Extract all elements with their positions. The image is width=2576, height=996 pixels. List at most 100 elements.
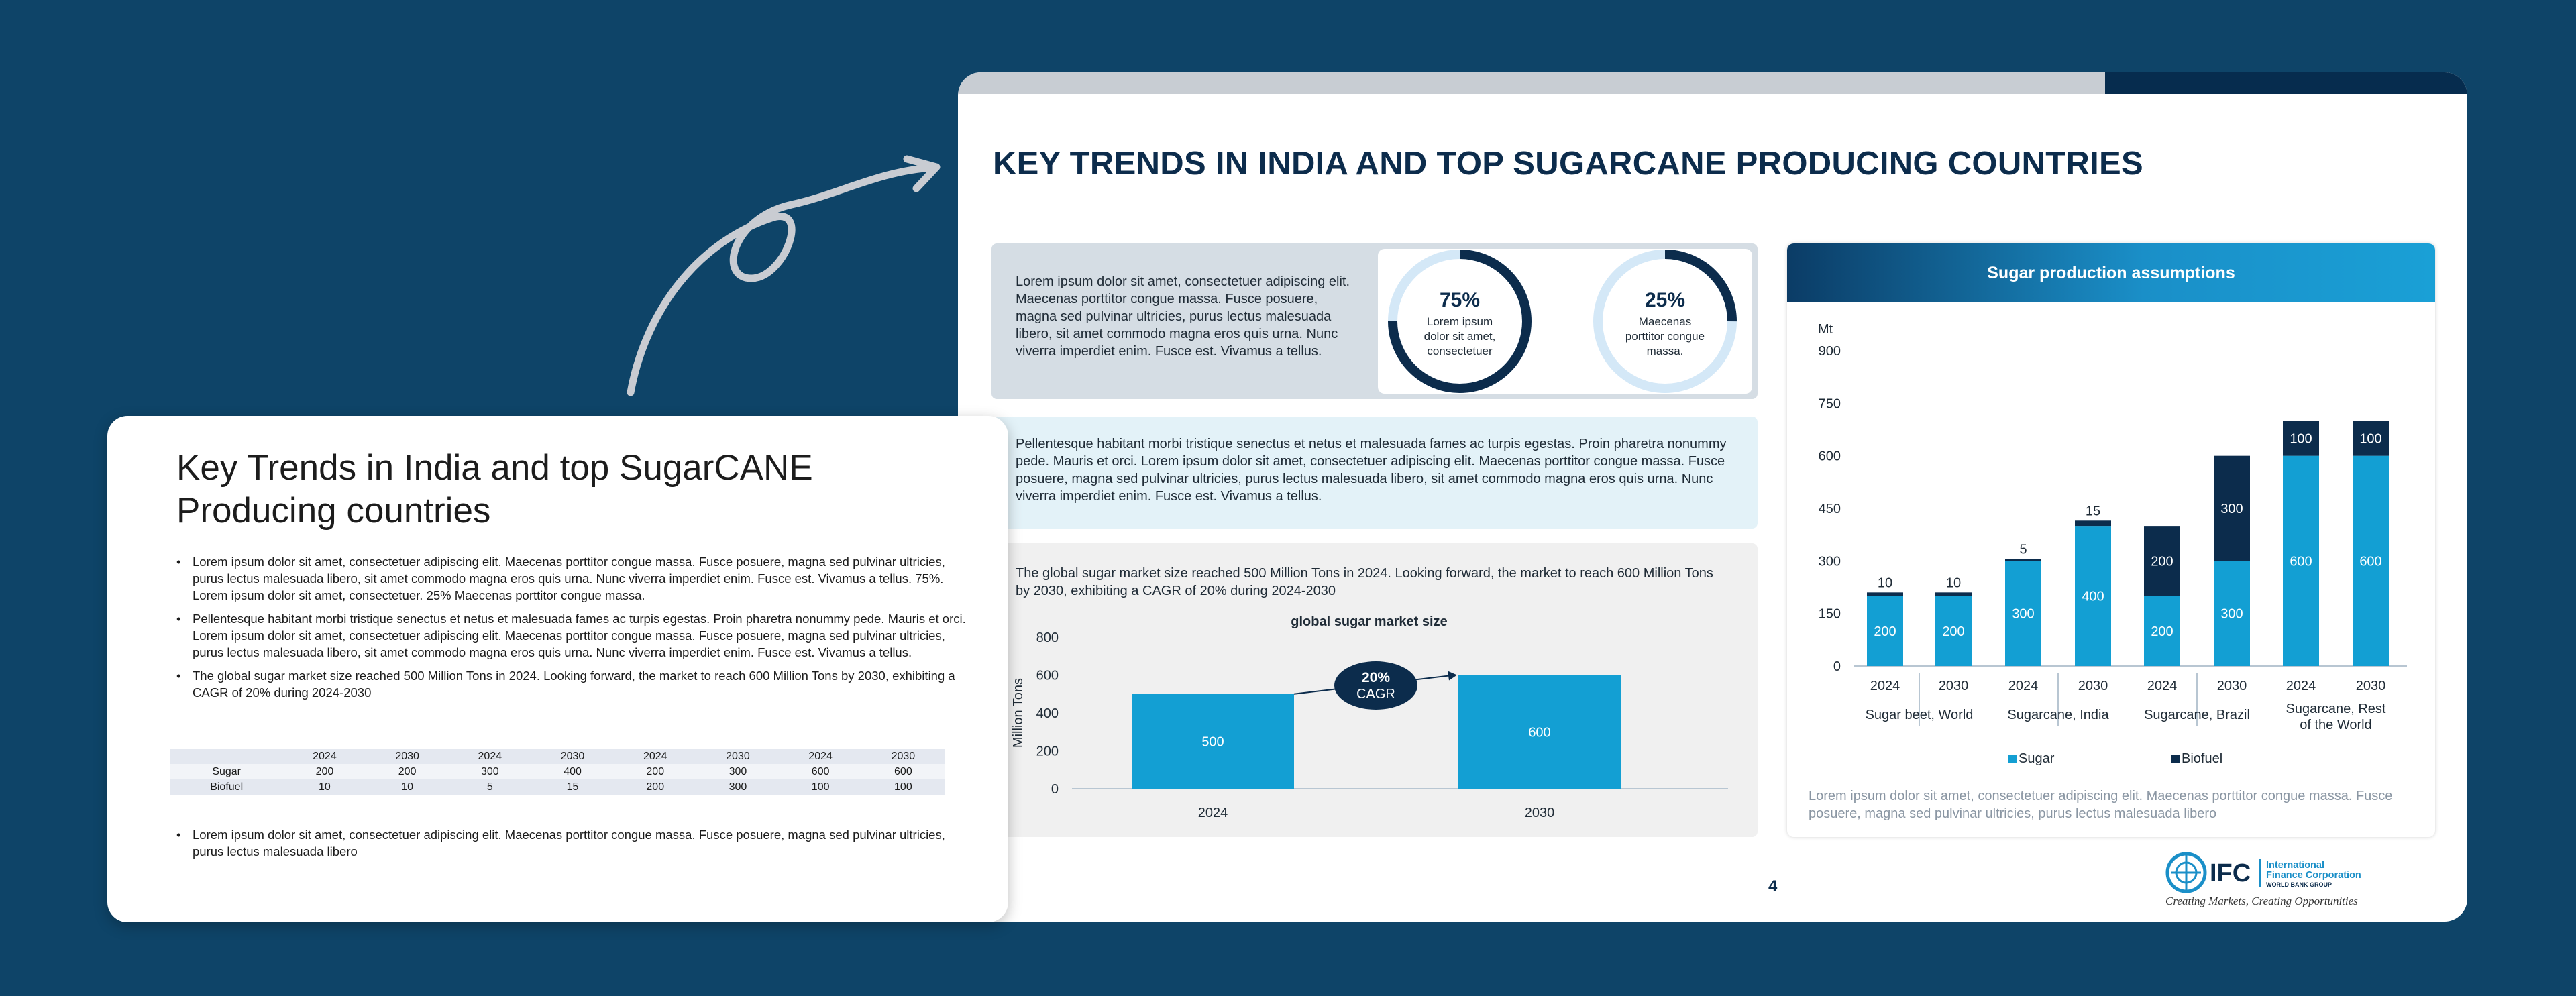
x-tick-label: 2024 [2008, 679, 2039, 694]
legend-swatch-sugar [2008, 755, 2017, 763]
donut-chart-2: 25% Maecenas porttitor congue massa. [1591, 247, 1739, 395]
biofuel-value-label: 15 [2086, 504, 2100, 518]
bullet-item: Lorem ipsum dolor sit amet, consectetuer… [176, 826, 968, 860]
table-row: 2024 2030 2024 2030 2024 2030 2024 2030 [170, 749, 945, 764]
donut-ring-2 [1593, 250, 1737, 393]
table-row: Biofuel 10 10 5 15 200 300 100 100 [170, 779, 945, 795]
x-tick-label: 2024 [1198, 806, 1228, 820]
before-bullet-list-2: Lorem ipsum dolor sit amet, consectetuer… [176, 826, 968, 867]
ifc-logo-mark: IFC International Finance Corporation WO… [2165, 852, 2361, 893]
group-label: Sugarcane, India [2007, 708, 2109, 722]
after-slide: KEY TRENDS IN INDIA AND TOP SUGARCANE PR… [958, 72, 2467, 922]
y-tick-label: 300 [1819, 554, 1841, 569]
table-cell: 200 [614, 764, 697, 779]
table-cell: 2024 [448, 749, 531, 764]
detail-card: Pellentesque habitant morbi tristique se… [991, 417, 1758, 529]
biofuel-value-label: 10 [1946, 575, 1961, 590]
chart-title: global sugar market size [1291, 614, 1447, 629]
production-note: Lorem ipsum dolor sit amet, consectetuer… [1809, 789, 2393, 821]
bar [1132, 694, 1294, 789]
y-tick-label: 800 [1036, 630, 1059, 645]
table-cell: 300 [696, 764, 780, 779]
y-tick-label: 0 [1833, 659, 1841, 674]
before-bullet-list: Lorem ipsum dolor sit amet, consectetuer… [176, 553, 968, 708]
market-card: The global sugar market size reached 500… [991, 543, 1758, 837]
group-label: Sugar beet, World [1866, 708, 1974, 722]
y-tick-label: 750 [1819, 396, 1841, 411]
x-tick-label: 2030 [1939, 679, 1969, 694]
y-axis-label: Million Tons [1011, 678, 1026, 748]
bar-sugar [2214, 561, 2250, 666]
table-cell: 5 [448, 779, 531, 795]
data-table: 2024 2030 2024 2030 2024 2030 2024 2030 Sugar 200… [170, 749, 945, 795]
y-tick-label: 450 [1819, 502, 1841, 516]
biofuel-value-label: 300 [2220, 502, 2243, 516]
table-cell: Biofuel [170, 779, 284, 795]
y-tick-label: 0 [1051, 782, 1059, 797]
bar-biofuel [2005, 559, 2041, 561]
sugar-value-label: 200 [1942, 624, 1964, 639]
table-cell: 2030 [366, 749, 449, 764]
group-label: Sugarcane, Brazil [2144, 708, 2250, 722]
biofuel-value-label: 100 [2359, 432, 2381, 447]
sugar-value-label: 300 [2012, 607, 2034, 622]
ifc-logo: IFC International Finance Corporation WO… [2165, 850, 2407, 911]
x-tick-label: 2024 [1870, 679, 1900, 694]
table-cell: 100 [779, 779, 862, 795]
x-tick-label: 2030 [2217, 679, 2247, 694]
bar-biofuel [2283, 421, 2319, 456]
table-cell: 300 [696, 779, 780, 795]
donut-chart-1: 75% Lorem ipsum dolor sit amet, consecte… [1386, 247, 1534, 395]
bar-sugar [1867, 596, 1903, 666]
market-text: The global sugar market size reached 500… [1016, 566, 1713, 598]
biofuel-value-label: 200 [2151, 554, 2173, 569]
sugar-value-label: 400 [2082, 590, 2104, 604]
donut-card: 75% Lorem ipsum dolor sit amet, consecte… [1378, 249, 1752, 394]
table-cell: 2024 [614, 749, 697, 764]
curved-arrow-icon [627, 155, 941, 396]
table-cell [170, 749, 284, 764]
table-cell: 15 [531, 779, 614, 795]
bar-sugar [1935, 596, 1972, 666]
y-tick-label: 200 [1036, 744, 1059, 759]
cagr-value: 20% [1362, 670, 1390, 685]
intro-text: Lorem ipsum dolor sit amet, consectetuer… [1016, 274, 1350, 359]
cagr-badge [1334, 661, 1417, 710]
table-cell: 2030 [861, 749, 945, 764]
bullet-item: The global sugar market size reached 500… [176, 667, 968, 701]
x-tick-label: 2024 [2286, 679, 2316, 694]
bar-value-label: 600 [1528, 725, 1550, 740]
market-size-chart: global sugar market size 0 200 400 600 800 Mil… [1011, 614, 1728, 820]
table-row: Sugar 200 200 300 400 200 300 600 600 [170, 764, 945, 779]
slide-title: KEY TRENDS IN INDIA AND TOP SUGARCANE PR… [993, 146, 2144, 182]
table-cell: 10 [366, 779, 449, 795]
bar-biofuel [2144, 526, 2180, 596]
biofuel-value-label: 5 [2019, 543, 2027, 557]
table-cell: 200 [614, 779, 697, 795]
production-panel: Sugar production assumptions Mt 0 150 300 45… [1787, 243, 2435, 837]
donut-1-percent: 75% [1439, 289, 1481, 311]
chart-plot: Mt 0 150 300 450 600 750 900 200 10 2024 200 10 2030 3… [1818, 322, 2407, 766]
y-tick-label: 600 [1819, 449, 1841, 464]
table-cell: 2030 [696, 749, 780, 764]
bullet-item: Pellentesque habitant morbi tristique se… [176, 610, 968, 661]
sugar-value-label: 200 [2151, 624, 2173, 639]
bullet-item: Lorem ipsum dolor sit amet, consectetuer… [176, 553, 968, 604]
chart-plot: global sugar market size 0 200 400 600 800 Mil… [1011, 614, 1728, 820]
sugar-value-label: 600 [2290, 554, 2312, 569]
logo-tagline: Creating Markets, Creating Opportunities [2165, 895, 2358, 907]
biofuel-value-label: 10 [1878, 575, 1892, 590]
bar-sugar [2075, 526, 2111, 666]
x-tick-label: 2030 [2078, 679, 2108, 694]
group-label: Sugarcane, Rest of the World [2286, 702, 2386, 732]
donut-1-label: Lorem ipsum dolor sit amet, consectetuer [1424, 315, 1496, 357]
bar-biofuel [2075, 520, 2111, 527]
production-panel-title: Sugar production assumptions [1987, 264, 2235, 282]
bar-biofuel [2353, 421, 2389, 456]
table-cell: 100 [861, 779, 945, 795]
x-tick-label: 2030 [1525, 806, 1555, 820]
table-cell: 600 [861, 764, 945, 779]
bar-biofuel [1935, 592, 1972, 596]
table-cell: 2030 [531, 749, 614, 764]
y-axis-unit: Mt [1818, 322, 1833, 337]
